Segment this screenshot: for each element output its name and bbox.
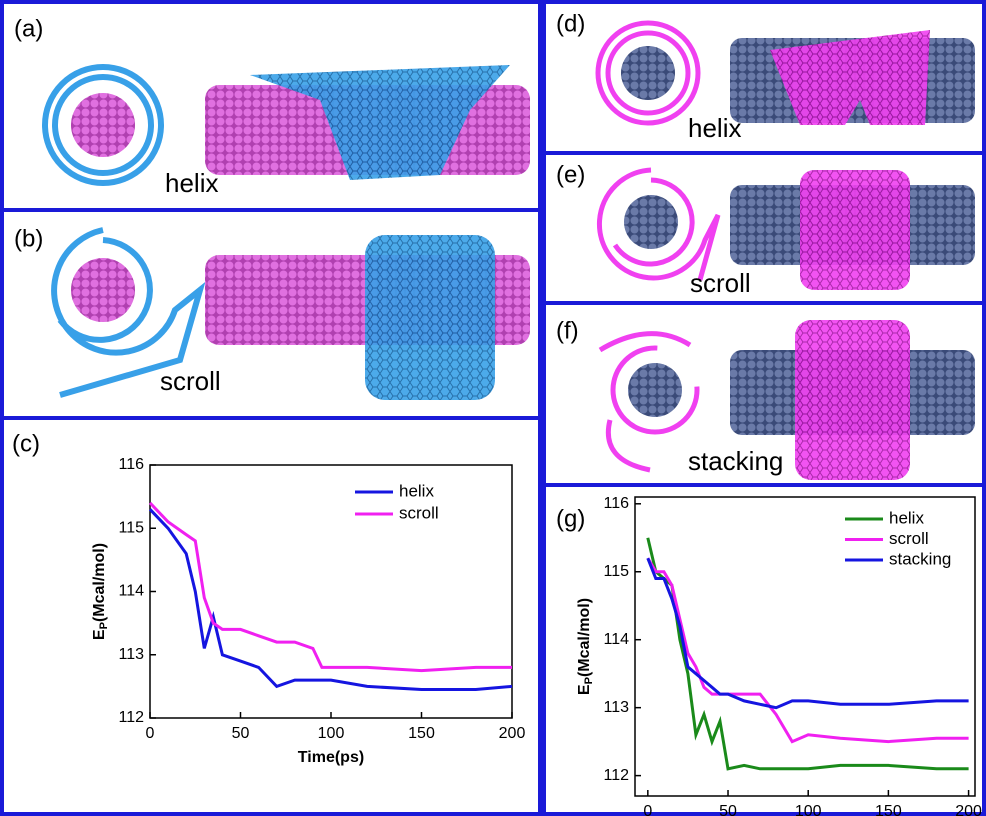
x-axis-title: Time(ps)	[298, 749, 364, 766]
y-tick-label: 112	[118, 709, 144, 726]
y-tick-label: 115	[603, 563, 629, 580]
x-tick-label: 150	[875, 803, 902, 816]
x-tick-label: 50	[719, 803, 737, 816]
panel-label: (b)	[14, 225, 43, 252]
legend-label: scroll	[889, 529, 929, 548]
caption: scroll	[160, 366, 221, 396]
panel-label: (a)	[14, 15, 43, 42]
x-tick-label: 0	[643, 803, 652, 816]
x-tick-label: 150	[408, 725, 435, 742]
panel-label: (d)	[556, 10, 585, 37]
series-line	[648, 558, 969, 741]
illustration	[600, 320, 975, 480]
y-tick-label: 114	[118, 583, 144, 600]
caption: helix	[165, 168, 218, 198]
y-axis-title: EP(Mcal/mol)	[576, 598, 595, 695]
y-axis-title-part: (Mcal/mol)	[576, 598, 593, 677]
y-tick-label: 116	[603, 495, 629, 512]
y-axis-title-part: (Mcal/mol)	[91, 543, 108, 622]
y-axis-title-part: E	[576, 684, 593, 695]
panel-label: (c)	[12, 430, 40, 457]
x-tick-label: 100	[318, 725, 345, 742]
y-axis-title-part: P	[583, 677, 595, 684]
legend-label: stacking	[889, 549, 951, 568]
caption: helix	[688, 113, 741, 143]
legend-label: helix	[889, 508, 924, 527]
caption: scroll	[690, 268, 751, 298]
caption: stacking	[688, 446, 783, 476]
y-tick-label: 113	[118, 646, 144, 663]
illustration	[54, 230, 530, 400]
x-tick-label: 200	[499, 725, 526, 742]
panel-frame	[2, 418, 540, 814]
y-axis-title-part: E	[91, 629, 108, 640]
illustration	[45, 65, 530, 183]
illustration	[599, 170, 975, 290]
legend-label: scroll	[399, 503, 439, 522]
figure: (a) helix (b) scroll (d) helix (e) scrol…	[0, 0, 986, 816]
y-axis-title: EP(Mcal/mol)	[91, 543, 110, 640]
panel-label: (f)	[556, 317, 579, 344]
y-axis-title-part: P	[98, 622, 110, 629]
y-tick-label: 112	[603, 767, 629, 784]
x-tick-label: 200	[955, 803, 982, 816]
panel-label: (e)	[556, 161, 585, 188]
panel-label: (g)	[556, 505, 585, 532]
x-tick-label: 50	[232, 725, 250, 742]
series-line	[648, 558, 969, 708]
y-tick-label: 115	[118, 519, 144, 536]
illustration	[598, 23, 975, 125]
y-tick-label: 114	[603, 631, 629, 648]
x-tick-label: 0	[146, 725, 155, 742]
legend-label: helix	[399, 481, 434, 500]
x-tick-label: 100	[795, 803, 822, 816]
y-tick-label: 113	[603, 699, 629, 716]
y-tick-label: 116	[118, 456, 144, 473]
